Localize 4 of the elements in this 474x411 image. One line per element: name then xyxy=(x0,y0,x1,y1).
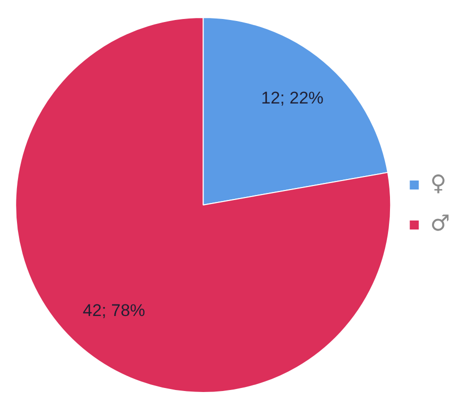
legend-label: ♂ xyxy=(430,212,450,237)
legend-label: ♀ xyxy=(430,172,446,197)
data-label: 12; 22% xyxy=(261,88,324,108)
data-label: 42; 78% xyxy=(82,300,146,320)
